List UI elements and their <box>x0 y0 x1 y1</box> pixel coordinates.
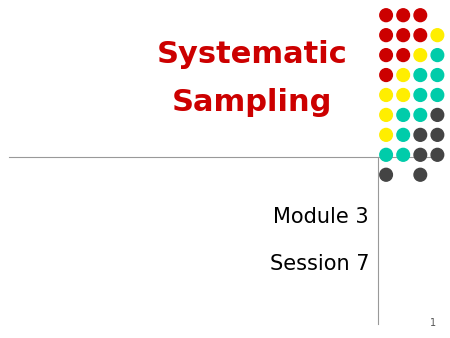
Ellipse shape <box>431 89 444 101</box>
Ellipse shape <box>380 9 392 22</box>
Ellipse shape <box>380 69 392 81</box>
Text: Module 3: Module 3 <box>274 207 369 227</box>
Ellipse shape <box>431 69 444 81</box>
Ellipse shape <box>414 49 427 62</box>
Text: 1: 1 <box>430 318 436 328</box>
Ellipse shape <box>431 148 444 161</box>
Ellipse shape <box>431 108 444 121</box>
Ellipse shape <box>397 49 410 62</box>
Ellipse shape <box>380 29 392 42</box>
Ellipse shape <box>414 9 427 22</box>
Ellipse shape <box>431 29 444 42</box>
Ellipse shape <box>431 49 444 62</box>
Ellipse shape <box>397 128 410 141</box>
Text: Systematic: Systematic <box>157 41 347 69</box>
Ellipse shape <box>414 108 427 121</box>
Ellipse shape <box>414 168 427 181</box>
Ellipse shape <box>431 128 444 141</box>
Ellipse shape <box>397 69 410 81</box>
Ellipse shape <box>414 29 427 42</box>
Ellipse shape <box>380 128 392 141</box>
Ellipse shape <box>380 108 392 121</box>
Ellipse shape <box>414 89 427 101</box>
Ellipse shape <box>397 9 410 22</box>
Text: Sampling: Sampling <box>172 88 332 117</box>
Ellipse shape <box>414 148 427 161</box>
Ellipse shape <box>380 89 392 101</box>
Ellipse shape <box>380 49 392 62</box>
Text: Session 7: Session 7 <box>270 255 369 274</box>
Ellipse shape <box>380 148 392 161</box>
Ellipse shape <box>380 168 392 181</box>
Ellipse shape <box>397 29 410 42</box>
Ellipse shape <box>397 148 410 161</box>
Ellipse shape <box>414 128 427 141</box>
Ellipse shape <box>397 89 410 101</box>
Ellipse shape <box>397 108 410 121</box>
Ellipse shape <box>414 69 427 81</box>
